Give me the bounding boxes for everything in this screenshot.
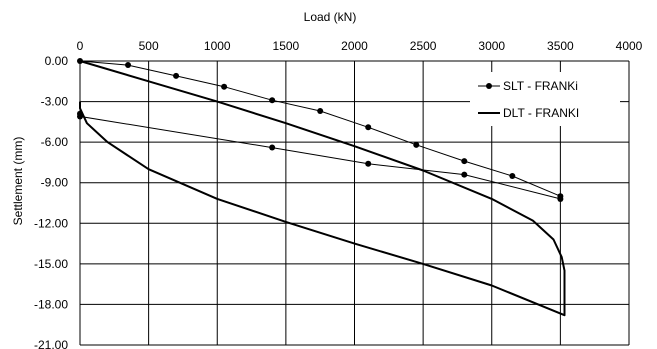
x-tick-label: 1000 <box>204 39 231 53</box>
slt-data-point <box>221 83 228 90</box>
y-tick-label: -15.00 <box>34 257 68 271</box>
slt-data-point <box>317 108 324 115</box>
slt-data-point <box>461 171 468 178</box>
x-axis-title: Load (kN) <box>304 10 357 24</box>
legend-background <box>470 72 620 126</box>
slt-data-point <box>365 160 372 167</box>
x-tick-label: 2500 <box>410 39 437 53</box>
slt-data-point <box>125 62 132 69</box>
slt-data-point <box>509 172 516 179</box>
y-tick-label: -12.00 <box>34 216 68 230</box>
chart-series <box>77 58 566 317</box>
x-tick-label: 500 <box>139 39 159 53</box>
x-tick-label: 0 <box>77 39 84 53</box>
y-tick-labels: 0.00 -3.00 -6.00 -9.00 -12.00 -15.00 -18.00 -21… <box>34 54 68 349</box>
slt-data-point <box>413 141 420 148</box>
legend-label-slt: SLT - FRANKi <box>503 79 578 93</box>
y-tick-label: -18.00 <box>34 297 68 311</box>
chart-grid <box>79 60 630 346</box>
slt-unloading-line <box>79 113 561 200</box>
slt-data-point <box>365 124 372 131</box>
y-tick-label: -9.00 <box>41 176 69 190</box>
x-tick-label: 3500 <box>547 39 574 53</box>
y-axis-title: Settlement (mm) <box>11 137 25 226</box>
slt-data-point <box>557 195 564 202</box>
x-tick-label: 1500 <box>273 39 300 53</box>
chart-legend: SLT - FRANKi DLT - FRANKI <box>470 72 620 126</box>
slt-data-point <box>269 144 276 151</box>
x-tick-labels: 0 500 1000 1500 2000 2500 3000 3500 4000 <box>77 39 643 53</box>
y-tick-label: -3.00 <box>41 95 69 109</box>
slt-data-point <box>173 72 180 79</box>
slt-data-point <box>461 158 468 165</box>
x-tick-label: 2000 <box>341 39 368 53</box>
y-tick-label: 0.00 <box>45 54 69 68</box>
slt-data-point <box>269 97 276 104</box>
slt-data-point <box>77 58 83 64</box>
legend-label-dlt: DLT - FRANKI <box>503 106 579 120</box>
dlt-frank-curve <box>79 60 566 317</box>
x-tick-label: 3000 <box>478 39 505 53</box>
slt-data-point <box>77 110 83 117</box>
y-tick-label: -6.00 <box>41 135 69 149</box>
x-tick-label: 4000 <box>616 39 643 53</box>
legend-marker-slt <box>486 83 492 89</box>
y-tick-label: -21.00 <box>34 338 68 349</box>
